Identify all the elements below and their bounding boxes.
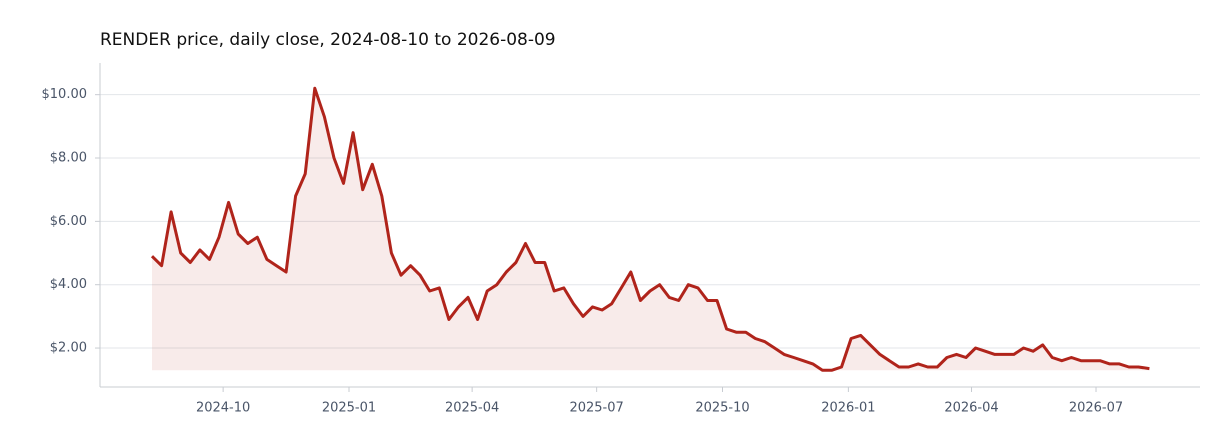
- area: [151, 88, 1150, 371]
- y-tick-label: $2.00: [50, 341, 87, 356]
- y-tick-label: $10.00: [42, 87, 88, 102]
- x-tick-label: 2025-07: [569, 401, 623, 416]
- line: [150, 86, 1150, 372]
- y-tick-label: $4.00: [50, 277, 87, 292]
- x-tick-label: 2025-04: [445, 401, 499, 416]
- y-tick-label: $6.00: [50, 214, 87, 229]
- chart-title: RENDER price, daily close, 2024-08-10 to…: [100, 30, 556, 50]
- x-tick-label: 2025-01: [322, 401, 376, 416]
- x-tick-label: 2024-10: [196, 401, 250, 416]
- x-tick-label: 2026-07: [1069, 401, 1123, 416]
- x-tick-label: 2026-04: [944, 401, 998, 416]
- y-tick-label: $8.00: [50, 151, 87, 166]
- x-tick-label: 2025-10: [695, 401, 749, 416]
- x-tick-label: 2026-01: [821, 401, 875, 416]
